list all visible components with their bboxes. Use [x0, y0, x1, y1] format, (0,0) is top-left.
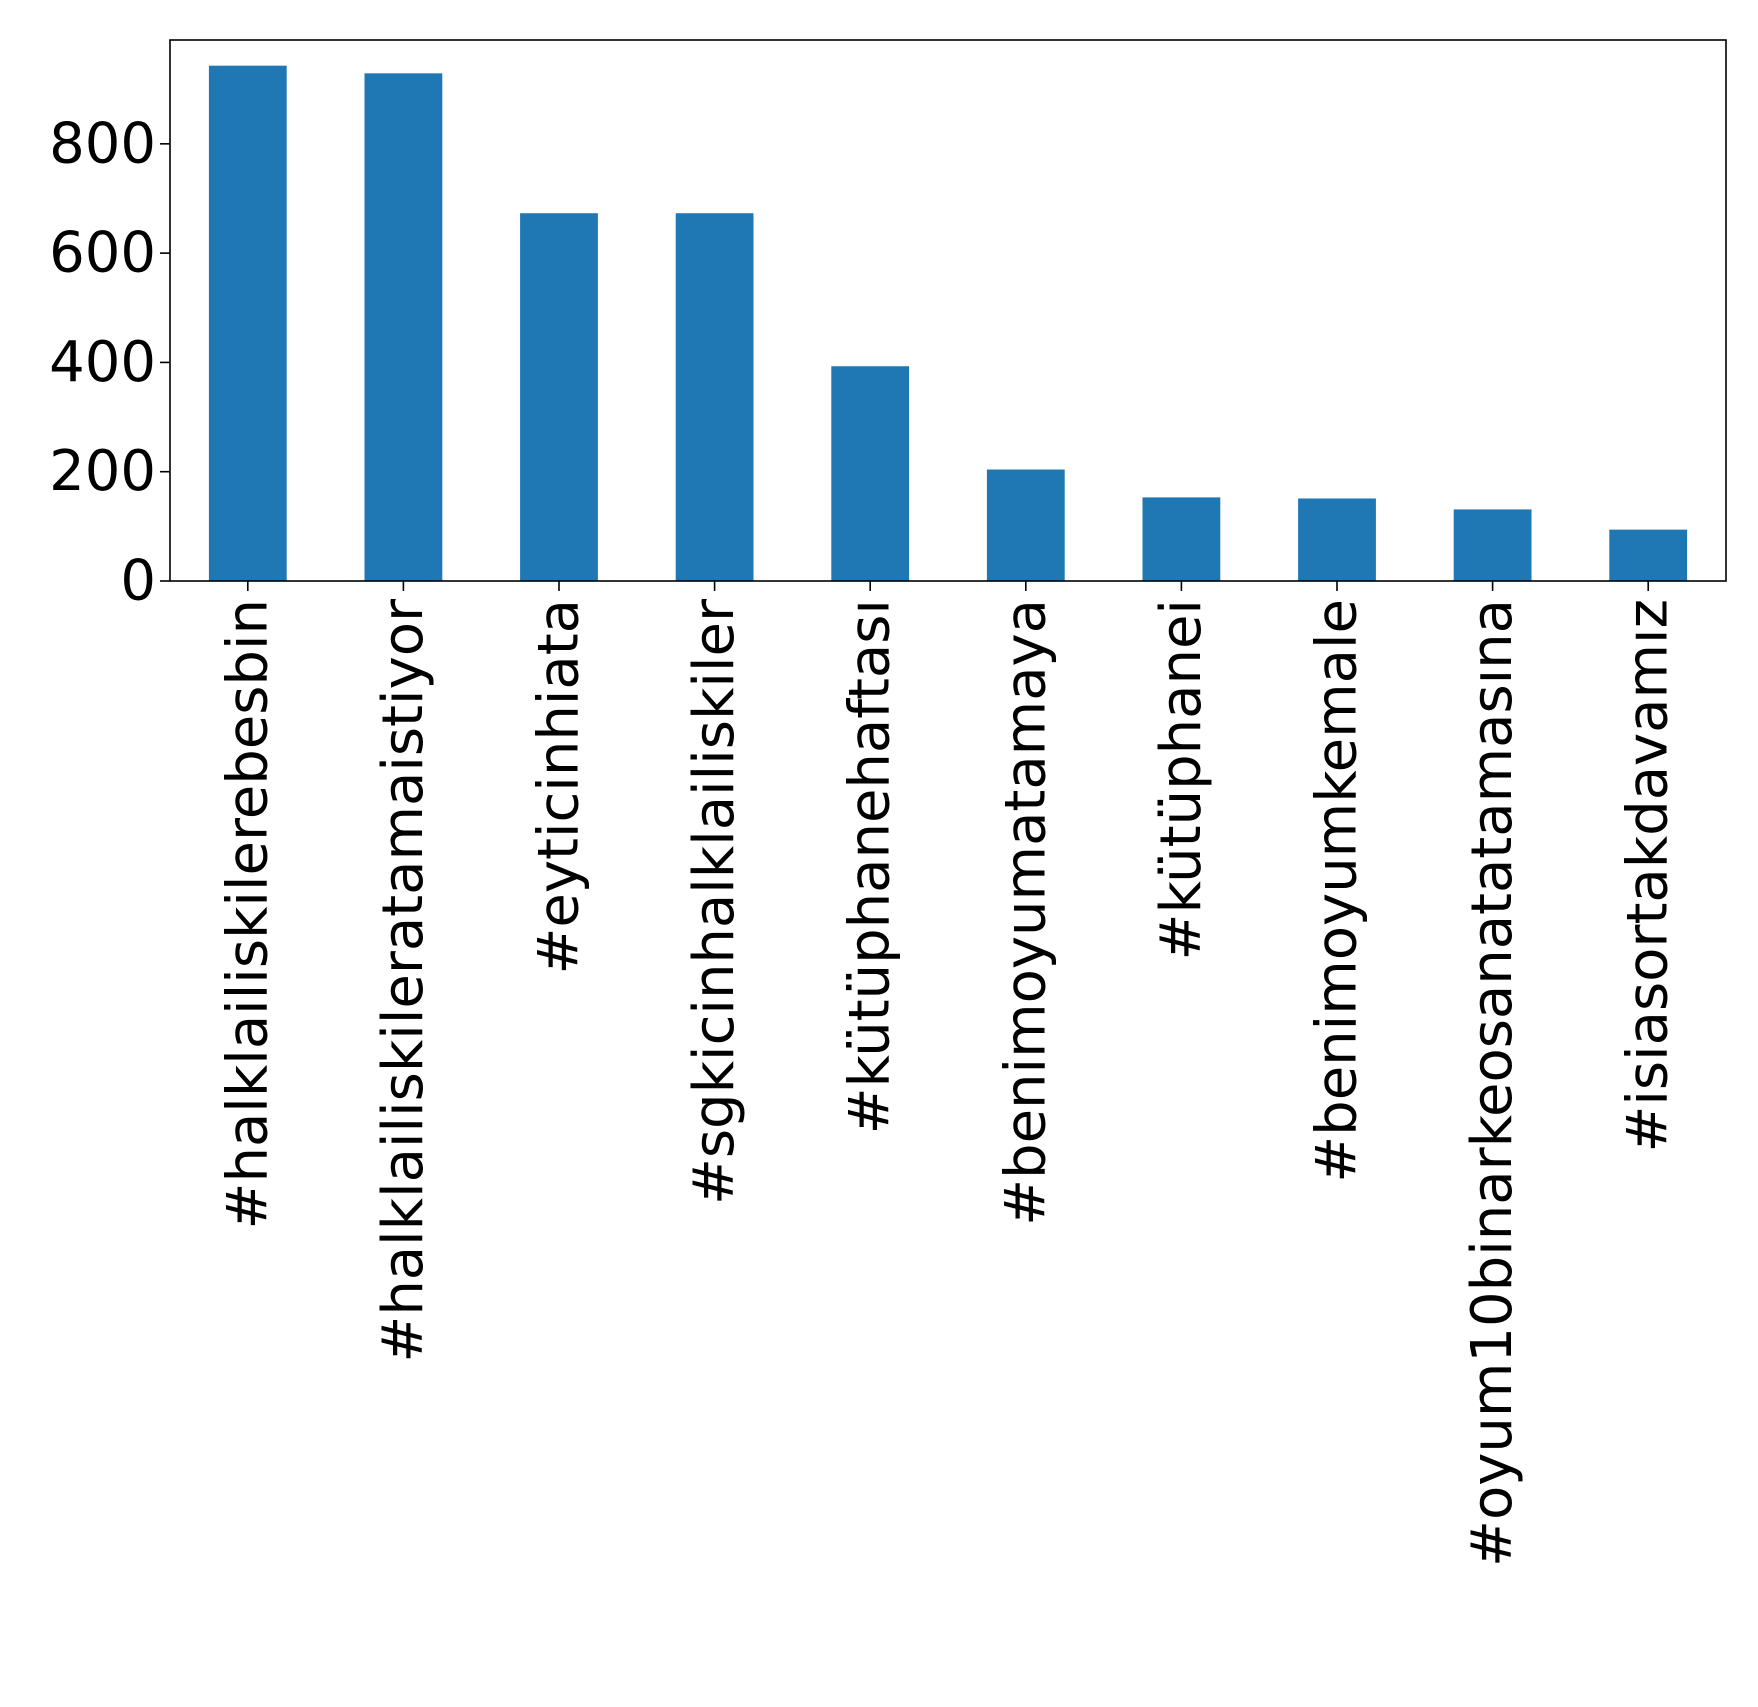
bars-layer	[208, 65, 1688, 582]
x-axis: #halklailiskilerebesbin #halklailiskilera…	[215, 581, 1681, 1567]
bar-10	[1609, 529, 1688, 581]
bar-6	[986, 469, 1065, 581]
x-tick-label: #eyticinhiata	[527, 599, 592, 975]
x-tick-label: #halklailiskilerebesbin	[215, 599, 280, 1229]
y-tick-label: 800	[49, 111, 156, 176]
bar-4	[675, 213, 754, 582]
bar-5	[831, 366, 910, 581]
x-tick-label: #isiasortakdavamız	[1616, 599, 1681, 1153]
y-tick-label: 400	[49, 330, 156, 395]
plot-frame	[169, 39, 1727, 582]
y-tick-label: 0	[120, 549, 156, 614]
bar-1	[208, 65, 287, 582]
x-tick-label: #benimoyumkemale	[1305, 599, 1370, 1183]
y-tick-label: 200	[49, 439, 156, 504]
bar-9	[1453, 509, 1532, 581]
bar-8	[1298, 498, 1376, 581]
bar-3	[520, 213, 598, 582]
bar-2	[364, 73, 443, 581]
x-tick-label: #oyum10binarkeosanatatamasına	[1460, 599, 1525, 1567]
x-tick-label: #kütüphanehaftası	[838, 599, 903, 1134]
x-tick-label: #sgkicinhalklailiskiler	[682, 598, 747, 1205]
y-tick-label: 600	[49, 221, 156, 286]
x-tick-label: #halklailiskileratamaistiyor	[371, 598, 436, 1363]
x-tick-label: #kütüphanei	[1149, 599, 1214, 960]
x-tick-label: #benimoyumatamaya	[993, 599, 1058, 1226]
bar-7	[1142, 497, 1221, 581]
y-axis: 0 200 400 600 800	[49, 111, 170, 614]
